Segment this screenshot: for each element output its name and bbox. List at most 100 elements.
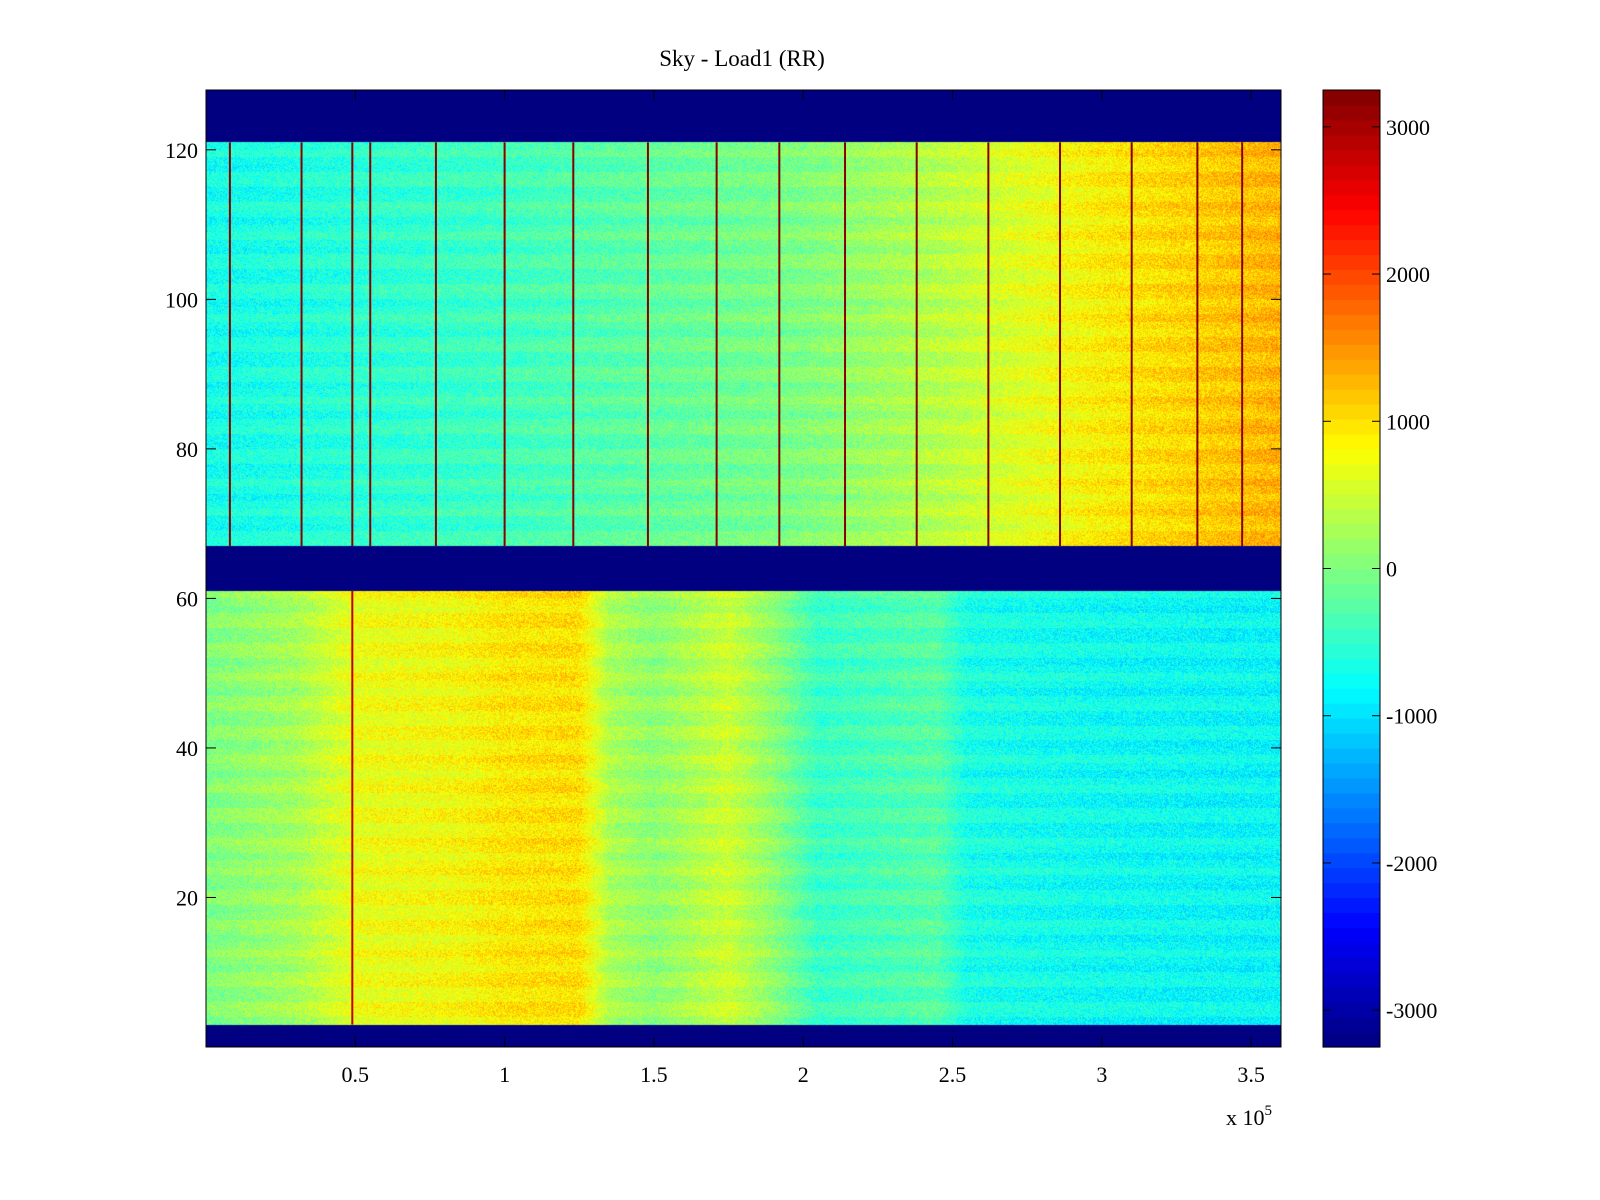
colorbar-swatch	[1323, 149, 1380, 166]
colorbar-swatch	[1323, 807, 1380, 824]
colorbar-tick-label: -3000	[1386, 998, 1437, 1023]
spike-mark-group0-11	[915, 142, 918, 547]
spike-mark-group0-0	[228, 142, 231, 547]
x-tick-label: 3.5	[1237, 1062, 1265, 1087]
colorbar-swatch	[1323, 777, 1380, 794]
spike-mark-group0-10	[844, 142, 847, 547]
colorbar-tick-label: -1000	[1386, 704, 1437, 729]
colorbar-swatch	[1323, 583, 1380, 600]
colorbar-swatch	[1323, 508, 1380, 525]
colorbar-axis: -3000 -2000 -1000 0 1000 2000 3000	[1323, 115, 1437, 1023]
x-axis-multiplier: x 105	[1226, 1103, 1272, 1130]
spike-mark-group0-13	[1059, 142, 1062, 547]
colorbar-swatch	[1323, 314, 1380, 330]
colorbar-swatch	[1323, 703, 1380, 719]
y-tick-label: 60	[176, 586, 198, 611]
colorbar-swatch	[1323, 119, 1380, 136]
heatmap-image	[206, 90, 1281, 1047]
colorbar-swatch	[1323, 1032, 1380, 1048]
y-axis: 20 40 60 80 100 120	[165, 138, 1281, 910]
colorbar-tick-label: 2000	[1386, 262, 1430, 287]
plot-frame	[205, 89, 1282, 1048]
colorbar-swatch	[1323, 673, 1380, 689]
colorbar-swatch	[1323, 538, 1380, 555]
colorbar-swatch	[1323, 134, 1380, 151]
spike-mark-group0-15	[1196, 142, 1199, 547]
colorbar-swatch	[1323, 1017, 1380, 1033]
x-axis-multiplier-exponent: 5	[1265, 1103, 1273, 1119]
colorbar-swatch	[1323, 164, 1380, 181]
colorbar-swatch	[1323, 254, 1380, 271]
spike-mark-group0-2	[351, 142, 354, 547]
colorbar-swatch	[1323, 927, 1380, 943]
colorbar-swatch	[1323, 209, 1380, 226]
spike-mark-group0-7	[646, 142, 649, 547]
colorbar-swatch	[1323, 299, 1380, 315]
colorbar-swatch	[1323, 912, 1380, 928]
colorbar-swatch	[1323, 523, 1380, 540]
colorbar-tick-label: -2000	[1386, 851, 1437, 876]
y-tick-label: 80	[176, 437, 198, 462]
spike-mark-group0-8	[715, 142, 718, 547]
colorbar-swatch	[1323, 224, 1380, 241]
colorbar-swatch	[1323, 404, 1380, 420]
spike-mark-group1-0	[351, 590, 354, 1025]
colorbar-swatch	[1323, 643, 1380, 659]
colorbar-swatch	[1323, 852, 1380, 869]
colorbar-swatch	[1323, 389, 1380, 405]
y-tick-label: 100	[165, 287, 198, 312]
colorbar-swatch	[1323, 239, 1380, 256]
spike-mark-group0-16	[1241, 142, 1244, 547]
colorbar-swatch	[1323, 269, 1380, 285]
heatmap-cells	[206, 90, 1281, 1047]
colorbar-swatch	[1323, 972, 1380, 988]
spike-mark-group0-3	[369, 142, 372, 547]
colorbar-swatch	[1323, 957, 1380, 973]
y-tick-label: 40	[176, 736, 198, 761]
colorbar-swatch	[1323, 463, 1380, 480]
colorbar-swatch	[1323, 628, 1380, 644]
colorbar-tick-label: 0	[1386, 557, 1397, 582]
spike-mark-group0-6	[572, 142, 575, 547]
colorbar-swatch	[1323, 747, 1380, 764]
colorbar-swatch	[1323, 897, 1380, 914]
spike-mark-group0-12	[987, 142, 990, 547]
colorbar-swatch	[1323, 194, 1380, 211]
y-tick-label: 120	[165, 138, 198, 163]
spike-mark-group0-9	[778, 142, 781, 547]
colorbar-swatch	[1323, 882, 1380, 899]
colorbar-swatch	[1323, 493, 1380, 510]
colorbar-swatch	[1323, 658, 1380, 674]
colorbar-swatch	[1323, 359, 1380, 375]
colorbar-swatch	[1323, 732, 1380, 749]
x-tick-label: 1.5	[640, 1062, 668, 1087]
spike-mark-group0-14	[1130, 142, 1133, 547]
colorbar-swatch	[1323, 613, 1380, 629]
colorbar-swatch	[1323, 344, 1380, 360]
x-tick-label: 2.5	[939, 1062, 967, 1087]
colorbar-swatch	[1323, 837, 1380, 854]
colorbar-swatch	[1323, 688, 1380, 704]
colorbar-swatch	[1323, 448, 1380, 465]
spike-mark-group0-5	[503, 142, 506, 547]
colorbar-swatch	[1323, 284, 1380, 300]
y-tick-label: 20	[176, 885, 198, 910]
x-axis: 0.5 1 1.5 2 2.5 3 3.5	[342, 90, 1265, 1087]
colorbar-tick-label: 3000	[1386, 115, 1430, 140]
colorbar-swatch	[1323, 822, 1380, 839]
colorbar-swatch	[1323, 867, 1380, 884]
chart-title: Sky - Load1 (RR)	[659, 46, 824, 71]
x-tick-label: 2	[798, 1062, 809, 1087]
colorbar-swatch	[1323, 179, 1380, 196]
colorbar-swatch	[1323, 374, 1380, 390]
x-tick-label: 3	[1096, 1062, 1107, 1087]
colorbar	[1323, 90, 1380, 1048]
x-tick-label: 0.5	[342, 1062, 370, 1087]
colorbar-swatch	[1323, 568, 1380, 585]
colorbar-swatch	[1323, 433, 1380, 450]
colorbar-swatch	[1323, 478, 1380, 495]
colorbar-swatch	[1323, 942, 1380, 958]
colorbar-swatch	[1323, 987, 1380, 1003]
spike-mark-group0-1	[300, 142, 303, 547]
